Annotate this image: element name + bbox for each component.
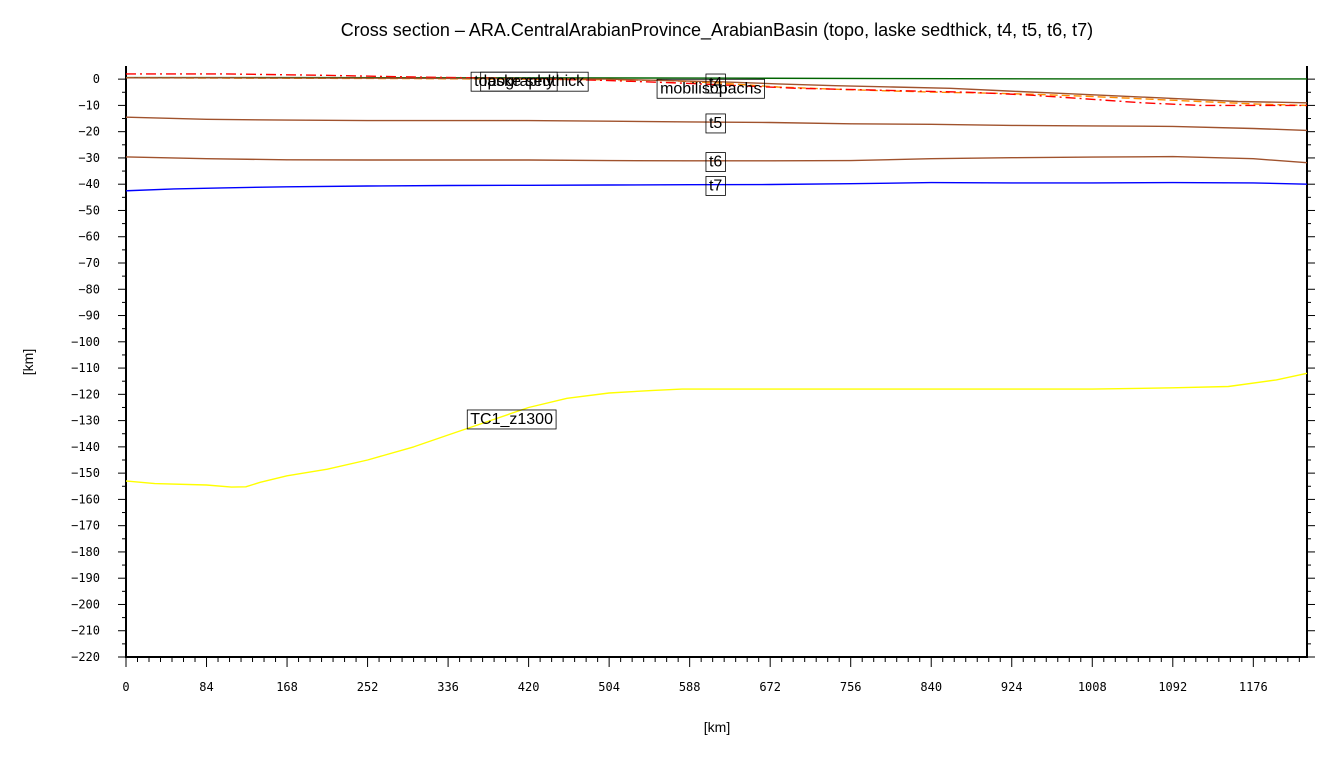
y-tick-label: −120 xyxy=(71,387,100,401)
annotation-text: t5 xyxy=(709,115,722,132)
x-tick-label: 336 xyxy=(437,680,459,694)
series-line-t6 xyxy=(125,155,1308,164)
series-line-tc1_z1300 xyxy=(125,372,1308,488)
y-tick-label: −190 xyxy=(71,571,100,585)
x-tick-label: 420 xyxy=(518,680,540,694)
annotation-text: t4 xyxy=(709,75,722,92)
y-tick-label: −100 xyxy=(71,335,100,349)
y-tick-label: −10 xyxy=(78,98,100,112)
annotation-box xyxy=(466,409,557,430)
y-tick-label: −60 xyxy=(78,230,100,244)
y-tick-label: 0 xyxy=(93,72,100,86)
y-tick-label: −180 xyxy=(71,545,100,559)
annotation-text: t7 xyxy=(709,177,722,194)
chart-title: Cross section – ARA.CentralArabianProvin… xyxy=(341,20,1093,41)
y-tick-label: −50 xyxy=(78,203,100,217)
x-tick-label: 924 xyxy=(1001,680,1023,694)
annotation-label: t5 xyxy=(705,113,726,134)
annotation-label: TC1_z1300 xyxy=(466,409,557,430)
x-tick-label: 504 xyxy=(598,680,620,694)
x-tick-label: 252 xyxy=(357,680,379,694)
annotation-label: mobilisopachs xyxy=(656,78,765,99)
x-tick-label: 84 xyxy=(199,680,213,694)
annotation-box xyxy=(705,113,726,134)
x-tick-label: 840 xyxy=(920,680,942,694)
annotation-text: t6 xyxy=(709,154,722,171)
x-tick-label: 1176 xyxy=(1239,680,1268,694)
annotation-box xyxy=(705,73,726,94)
annotation-box xyxy=(705,176,726,196)
y-tick-label: −40 xyxy=(78,177,100,191)
y-tick-label: −20 xyxy=(78,125,100,139)
y-tick-label: −210 xyxy=(71,624,100,638)
y-tick-label: −170 xyxy=(71,519,100,533)
y-tick-label: −140 xyxy=(71,440,100,454)
series-line-mobilisopachs xyxy=(126,73,1307,107)
x-tick-label: 588 xyxy=(679,680,701,694)
y-tick-label: −160 xyxy=(71,492,100,506)
x-tick-label: 756 xyxy=(840,680,862,694)
series-layer xyxy=(125,73,1308,488)
y-tick-label: −30 xyxy=(78,151,100,165)
annotation-text: mobilisopachs xyxy=(660,80,761,97)
series-line-t7 xyxy=(125,181,1308,192)
y-tick-label: −110 xyxy=(71,361,100,375)
series-line-t5 xyxy=(125,116,1308,132)
x-tick-label: 168 xyxy=(276,680,298,694)
annotation-text: laske sedthick xyxy=(484,73,585,90)
y-tick-label: −130 xyxy=(71,414,100,428)
x-tick-label: 1092 xyxy=(1158,680,1187,694)
series-line-t4 xyxy=(126,77,1308,104)
annotation-label: t6 xyxy=(705,152,726,172)
y-tick-label: −70 xyxy=(78,256,100,270)
x-axis-label: [km] xyxy=(704,719,730,735)
annotation-text: topography xyxy=(474,73,554,90)
annotation-box xyxy=(656,78,765,99)
annotation-label: t7 xyxy=(705,176,726,196)
x-tick-label: 672 xyxy=(759,680,781,694)
annotation-box xyxy=(480,71,589,92)
y-axis-label: [km] xyxy=(20,349,36,375)
y-tick-label: −220 xyxy=(71,650,100,664)
y-tick-label: −150 xyxy=(71,466,100,480)
y-tick-label: −90 xyxy=(78,309,100,323)
x-tick-label: 1008 xyxy=(1078,680,1107,694)
annotation-label: laske sedthick xyxy=(480,71,589,92)
x-tick-label: 0 xyxy=(122,680,129,694)
y-tick-label: −200 xyxy=(71,597,100,611)
y-tick-label: −80 xyxy=(78,282,100,296)
annotation-box xyxy=(705,152,726,172)
axes: 0 −10 −20 −30 −40 −50 −60 −70 −80 −90 −100 −110 −120… xyxy=(71,66,1315,694)
annotation-text: TC1_z1300 xyxy=(470,411,553,428)
annotation-label: t4 xyxy=(705,73,726,94)
